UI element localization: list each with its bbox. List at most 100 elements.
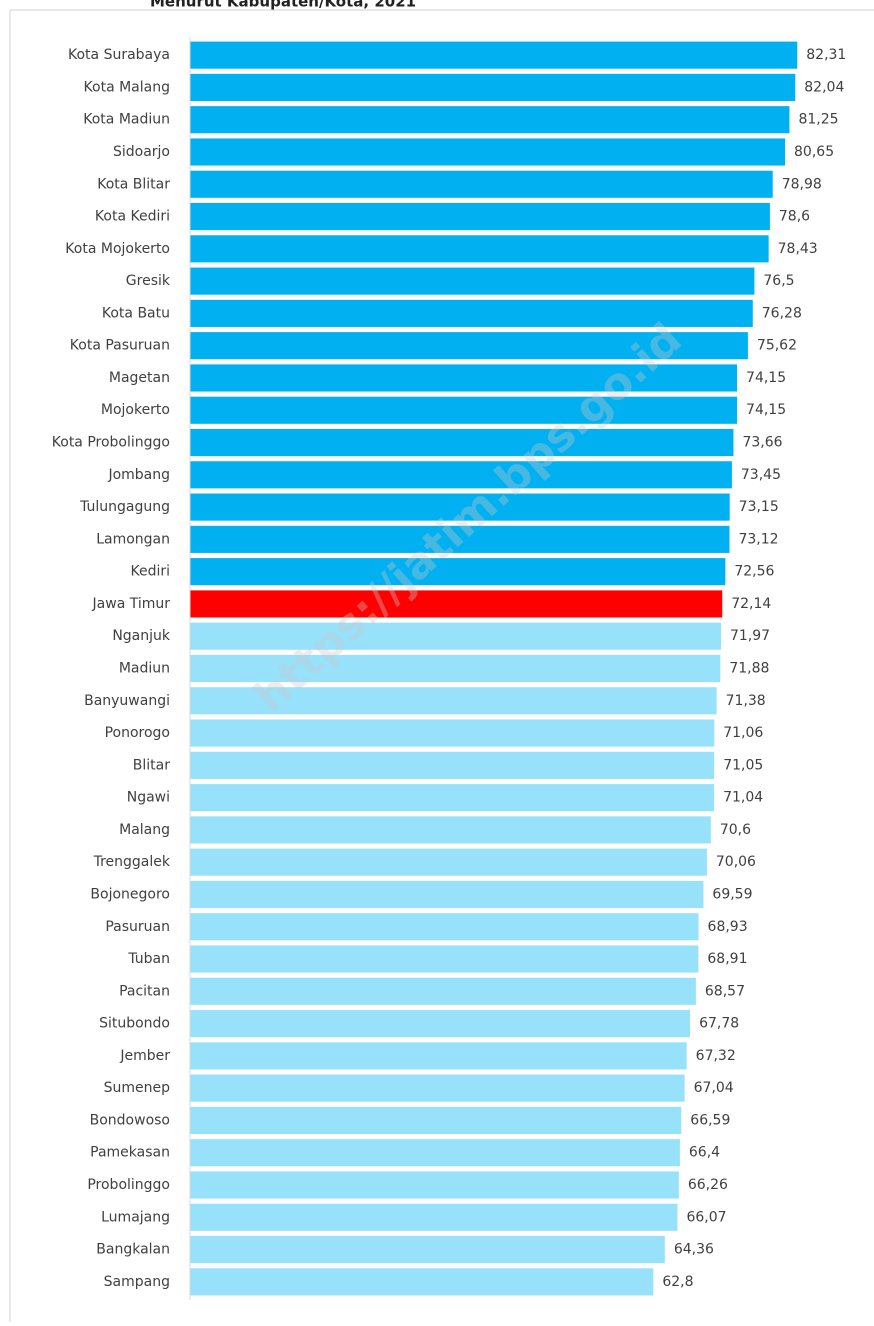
category-label: Gresik	[126, 273, 171, 289]
category-label: Kediri	[130, 564, 170, 580]
bar	[190, 428, 734, 457]
category-label: Sidoarjo	[113, 144, 170, 160]
bar	[190, 1236, 665, 1264]
bar	[190, 590, 723, 618]
category-label: Kota Malang	[84, 79, 170, 95]
bar	[190, 784, 715, 812]
category-label: Kota Surabaya	[68, 47, 170, 63]
value-label: 81,25	[798, 112, 838, 128]
bar	[190, 622, 721, 650]
category-label: Probolinggo	[87, 1177, 170, 1193]
value-label: 74,15	[746, 402, 786, 418]
bar	[190, 880, 704, 909]
bar	[190, 558, 726, 586]
bar	[190, 170, 773, 198]
category-label: Nganjuk	[112, 628, 171, 644]
bar	[190, 364, 738, 392]
value-label: 76,28	[762, 305, 802, 321]
bar	[190, 235, 769, 263]
bar	[190, 1106, 682, 1135]
category-label: Sumenep	[104, 1080, 170, 1096]
value-label: 76,5	[763, 273, 794, 289]
value-label: 73,15	[739, 499, 779, 515]
bar	[190, 816, 711, 844]
bar	[190, 202, 770, 231]
bar	[190, 1074, 685, 1102]
bar	[190, 1203, 678, 1231]
bar	[190, 848, 707, 876]
bar	[190, 461, 732, 489]
bar	[190, 687, 717, 715]
value-label: 72,56	[734, 564, 774, 580]
category-label: Malang	[119, 822, 170, 838]
value-label: 70,06	[716, 854, 756, 870]
category-label: Magetan	[109, 370, 170, 386]
value-label: 75,62	[757, 338, 797, 354]
category-label: Banyuwangi	[84, 693, 170, 709]
bar	[190, 719, 715, 747]
bar	[190, 654, 721, 683]
value-label: 78,43	[778, 241, 818, 257]
value-label: 70,6	[720, 822, 751, 838]
value-label: 78,98	[782, 176, 822, 192]
bar	[190, 138, 786, 166]
bar	[190, 332, 748, 360]
value-label: 80,65	[794, 144, 834, 160]
bar	[190, 267, 755, 295]
category-label: Kota Madiun	[83, 112, 170, 128]
category-label: Bangkalan	[96, 1242, 170, 1258]
category-label: Jawa Timur	[92, 596, 171, 612]
category-label: Trenggalek	[93, 854, 171, 870]
bar	[190, 1010, 691, 1038]
value-label: 73,45	[741, 467, 781, 483]
value-label: 74,15	[746, 370, 786, 386]
value-label: 71,38	[726, 693, 766, 709]
bar	[190, 751, 715, 779]
value-label: 67,32	[696, 1048, 736, 1064]
value-label: 66,59	[690, 1112, 730, 1128]
value-label: 71,97	[730, 628, 770, 644]
value-label: 73,12	[738, 531, 778, 547]
bar	[190, 1042, 687, 1070]
category-label: Kota Blitar	[97, 176, 170, 192]
bar	[190, 106, 790, 134]
category-label: Bondowoso	[90, 1112, 170, 1128]
bar	[190, 493, 730, 521]
category-label: Lamongan	[96, 531, 170, 547]
bar	[190, 396, 738, 424]
bar	[190, 945, 699, 973]
value-label: 66,07	[686, 1209, 726, 1225]
value-label: 82,31	[806, 47, 846, 63]
value-label: 67,78	[699, 1016, 739, 1032]
category-label: Mojokerto	[101, 402, 170, 418]
category-label: Ponorogo	[105, 725, 170, 741]
category-label: Pasuruan	[105, 919, 170, 935]
value-label: 62,8	[662, 1274, 693, 1290]
bar	[190, 525, 730, 553]
category-label: Kota Kediri	[95, 209, 170, 225]
category-label: Tulungagung	[79, 499, 170, 515]
category-label: Pamekasan	[90, 1145, 170, 1161]
value-label: 71,05	[723, 757, 763, 773]
value-label: 71,04	[723, 790, 763, 806]
category-label: Ngawi	[127, 790, 170, 806]
bar	[190, 1268, 654, 1296]
category-label: Blitar	[133, 757, 170, 773]
category-label: Jombang	[107, 467, 170, 483]
value-label: 71,06	[723, 725, 763, 741]
category-label: Lumajang	[101, 1209, 170, 1225]
bar	[190, 1171, 679, 1199]
bar	[190, 299, 753, 327]
category-label: Madiun	[119, 661, 170, 677]
category-label: Tuban	[127, 951, 170, 967]
value-label: 68,57	[705, 983, 745, 999]
category-label: Situbondo	[99, 1016, 170, 1032]
value-label: 69,59	[712, 886, 752, 902]
value-label: 82,04	[804, 79, 844, 95]
category-label: Kota Mojokerto	[65, 241, 170, 257]
chart-title: Menurut Kabupaten/Kota, 2021	[150, 0, 416, 11]
category-label: Kota Probolinggo	[52, 435, 170, 451]
value-label: 71,88	[729, 661, 769, 677]
bar	[190, 41, 798, 69]
